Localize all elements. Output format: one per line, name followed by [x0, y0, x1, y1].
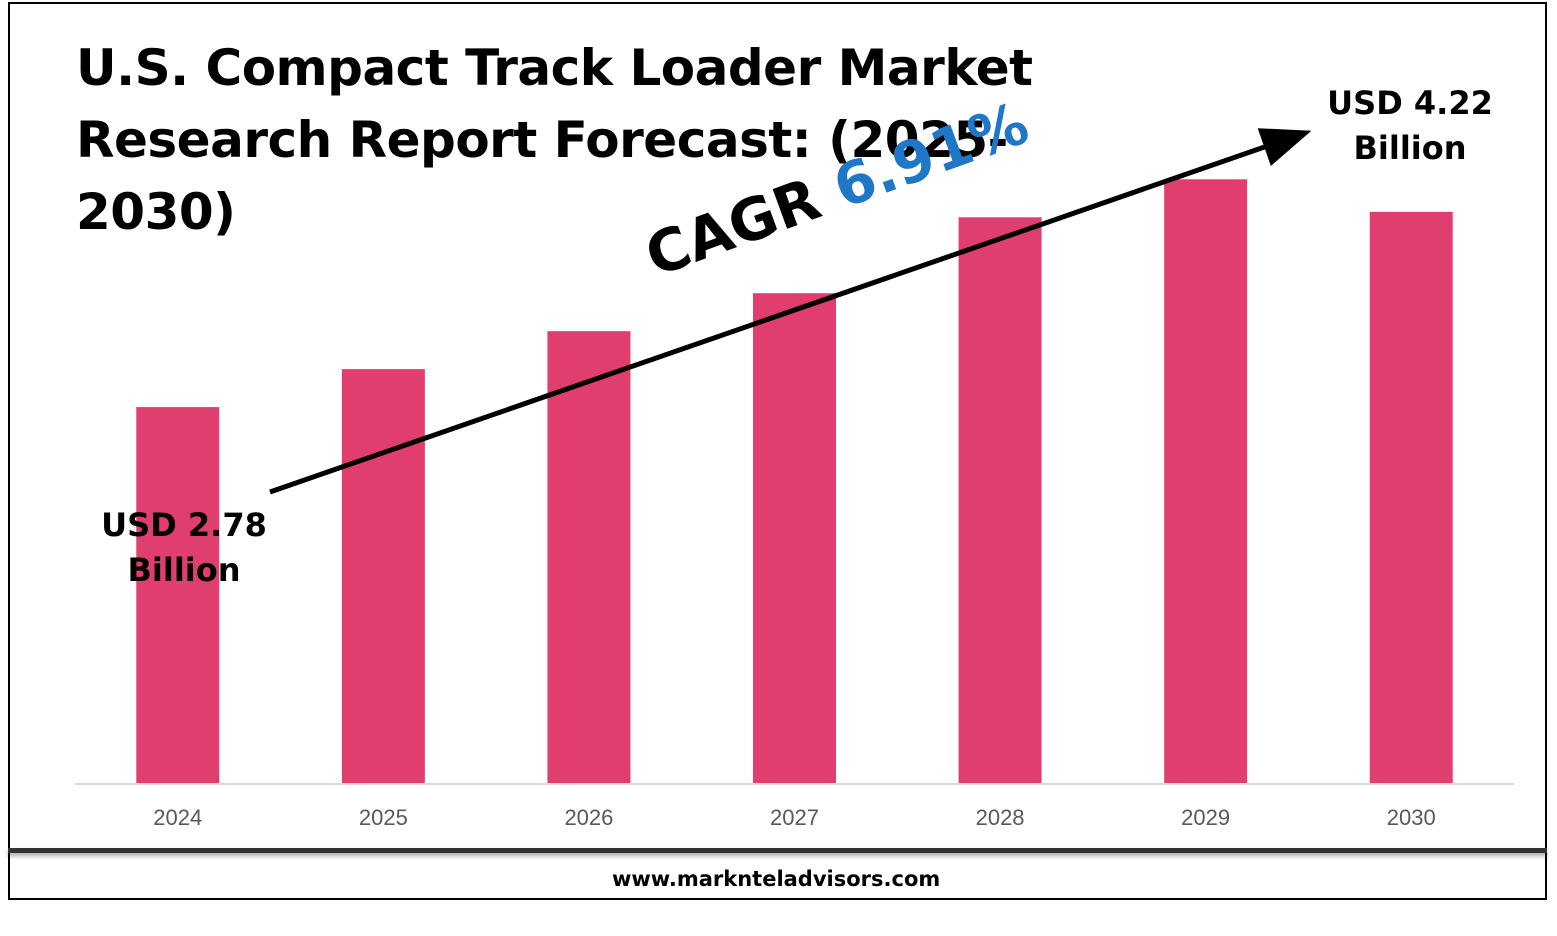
footer-divider: [8, 848, 1547, 853]
bar-2025: [341, 369, 425, 784]
x-tick-label-2027: 2027: [770, 805, 819, 830]
end-value-line2: Billion: [1353, 129, 1467, 167]
bar-2027: [753, 293, 836, 784]
x-tick-label-2030: 2030: [1387, 805, 1436, 830]
chart-title: U.S. Compact Track Loader Market Researc…: [76, 39, 1033, 241]
x-tick-label-2026: 2026: [564, 805, 613, 830]
bar-2028: [958, 217, 1042, 784]
bar-2030: [1369, 211, 1453, 785]
x-tick-label-2024: 2024: [153, 805, 202, 830]
bar-2026: [547, 331, 631, 784]
bar-2029: [1164, 179, 1248, 785]
x-tick-label-2025: 2025: [359, 805, 408, 830]
chart-frame: [8, 2, 1547, 900]
end-value-callout: USD 4.22 Billion: [1280, 81, 1540, 171]
end-value-line1: USD 4.22: [1327, 84, 1493, 122]
x-tick-label-2028: 2028: [976, 805, 1025, 830]
bar-2024: [136, 407, 220, 784]
start-value-line2: Billion: [127, 551, 241, 589]
start-value-callout: USD 2.78 Billion: [54, 503, 314, 593]
x-tick-label-2029: 2029: [1181, 805, 1230, 830]
trend-arrow: [269, 128, 1312, 495]
website-url[interactable]: www.marknteladvisors.com: [612, 867, 941, 891]
start-value-line1: USD 2.78: [101, 506, 267, 544]
